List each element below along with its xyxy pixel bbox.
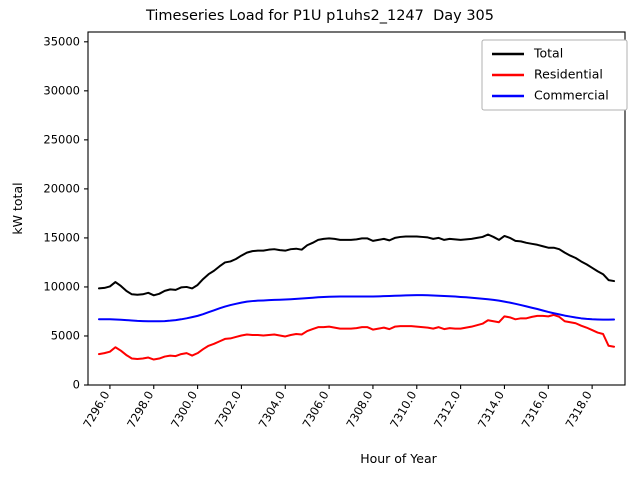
x-tick-label: 7310.0 [387,389,419,431]
y-tick-label: 5000 [51,328,80,342]
legend-label-commercial: Commercial [534,88,609,103]
x-tick-label: 7308.0 [343,389,375,431]
series-line-total [97,233,616,297]
x-tick-label: 7304.0 [256,389,288,431]
series-line-commercial [97,294,616,323]
y-tick-label: 35000 [43,34,80,48]
y-tick-label: 10000 [43,279,80,293]
y-tick-label: 15000 [43,230,80,244]
y-tick-label: 20000 [43,181,80,195]
x-tick-label: 7300.0 [168,389,200,431]
x-tick-label: 7306.0 [299,389,331,431]
x-tick-label: 7298.0 [124,389,156,431]
y-tick-label: 30000 [43,83,80,97]
x-axis-title: Hour of Year [360,451,437,466]
x-tick-label: 7316.0 [519,389,551,431]
series-line-residential [97,313,616,361]
legend-label-total: Total [533,46,563,61]
y-axis-title: kW total [10,182,25,234]
x-tick-label: 7296.0 [80,389,112,431]
y-tick-label: 0 [73,378,80,392]
x-tick-label: 7312.0 [431,389,463,431]
x-tick-label: 7314.0 [475,389,507,431]
y-tick-label: 25000 [43,132,80,146]
x-tick-label: 7318.0 [562,389,594,431]
legend-box [481,39,628,111]
chart-title: Timeseries Load for P1U p1uhs2_1247 Day … [145,8,495,24]
x-tick-label: 7302.0 [212,389,244,431]
plot-frame [87,31,626,386]
legend-label-residential: Residential [534,67,603,82]
